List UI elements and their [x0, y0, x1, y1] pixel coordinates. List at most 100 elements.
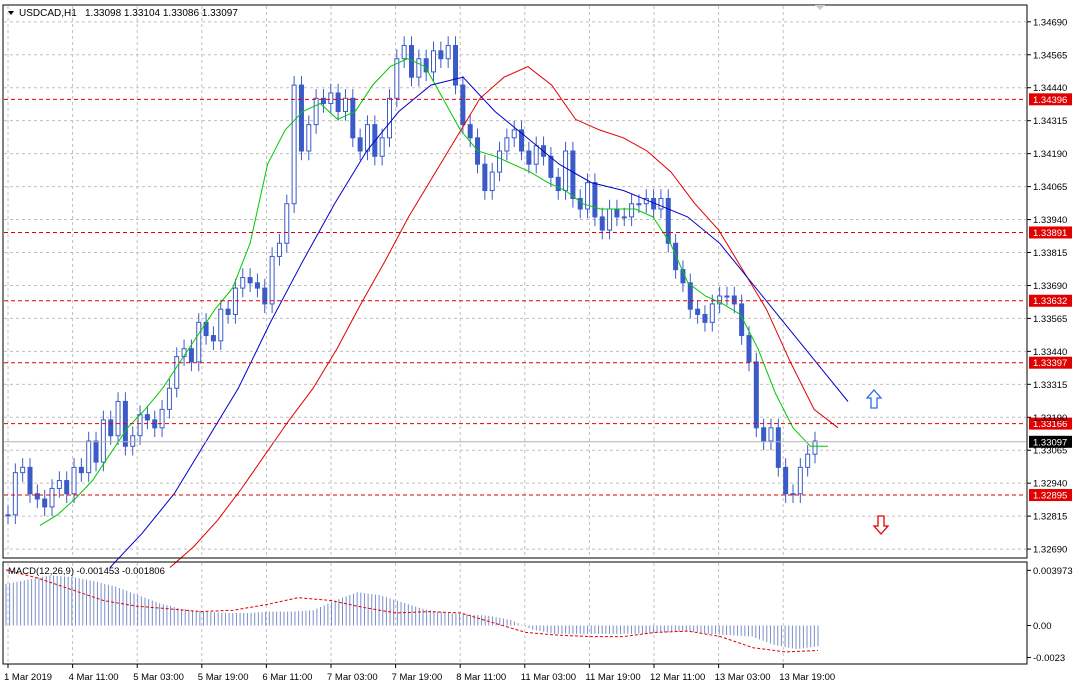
- candle-body: [673, 242, 679, 271]
- main-panel-frame: [2, 4, 1028, 559]
- candle-body: [497, 150, 503, 173]
- x-tick-label: 4 Mar 11:00: [69, 672, 119, 683]
- candle-body: [298, 84, 304, 152]
- down-arrow-icon[interactable]: [872, 515, 890, 535]
- candle-body: [71, 466, 77, 495]
- candle-body: [364, 124, 370, 152]
- candle-body: [687, 282, 693, 310]
- up-arrow-icon[interactable]: [865, 389, 883, 409]
- candle-body: [812, 440, 818, 455]
- candle-body: [621, 216, 627, 219]
- candle-body: [27, 466, 33, 495]
- x-tick-label: 5 Mar 19:00: [198, 672, 249, 683]
- level-tag-label: 1.33166: [1033, 419, 1067, 430]
- y-tick-label: 1.33940: [1033, 215, 1067, 226]
- current-price-label: 1.33097: [1033, 437, 1067, 448]
- level-tag: [1029, 356, 1072, 369]
- candle-body: [320, 97, 326, 105]
- candle-body: [232, 287, 238, 315]
- candle-body: [100, 419, 106, 463]
- candle-body: [504, 137, 510, 152]
- candle-body: [108, 419, 114, 437]
- candle-body: [269, 255, 275, 305]
- candle-body: [717, 295, 723, 305]
- candle-body: [761, 427, 767, 442]
- candle-body: [702, 313, 708, 323]
- x-tick-label: 1 Mar 2019: [4, 672, 52, 683]
- level-tag: [1029, 294, 1072, 307]
- y-tick-label: 1.33065: [1033, 446, 1067, 457]
- candle-body: [533, 145, 539, 165]
- y-tick-label: 1.33190: [1033, 413, 1067, 424]
- symbol-label: USDCAD,H1: [19, 8, 77, 19]
- candle-body: [783, 466, 789, 495]
- candle-body: [519, 129, 525, 152]
- candle-body: [394, 58, 400, 99]
- grid: [4, 6, 1026, 663]
- level-tag-label: 1.32895: [1033, 491, 1067, 502]
- ma_slow-line: [109, 76, 849, 568]
- candle-body: [790, 493, 796, 496]
- candle-body: [335, 92, 341, 112]
- level-tag: [1029, 417, 1072, 430]
- y-tick-label: 1.33565: [1033, 314, 1067, 325]
- candle-body: [489, 171, 495, 192]
- macd-y-tick-label: 0.003973: [1033, 566, 1073, 577]
- candle-body: [196, 321, 202, 363]
- triangle-down-icon[interactable]: [8, 11, 14, 15]
- x-tick-label: 6 Mar 11:00: [262, 672, 312, 683]
- candle-body: [210, 335, 216, 342]
- candle-body: [431, 50, 437, 73]
- candle-body: [188, 348, 194, 363]
- time-axis: 1 Mar 2019 4 Mar 11:00 5 Mar 03:00 5 Mar 19…: [4, 664, 835, 683]
- candle-body: [49, 487, 55, 508]
- candle-body: [93, 440, 99, 463]
- candle-body: [130, 435, 136, 447]
- candle-body: [416, 58, 422, 78]
- candle-body: [746, 335, 752, 363]
- candle-body: [658, 197, 664, 210]
- y-tick-label: 1.34190: [1033, 149, 1067, 160]
- candle-body: [570, 150, 576, 199]
- y-tick-label: 1.34690: [1033, 17, 1067, 28]
- candle-body: [306, 124, 312, 152]
- candle-body: [438, 50, 444, 60]
- candle-body: [247, 277, 253, 284]
- candle-body: [276, 242, 282, 257]
- candle-body: [218, 308, 224, 342]
- level-tag: [1029, 226, 1072, 239]
- x-tick-label: 5 Mar 03:00: [133, 672, 184, 683]
- level-tag: [1029, 93, 1072, 106]
- chart-shift-marker-icon[interactable]: [815, 5, 825, 10]
- price-axis: 1.34690 1.34565 1.34440 1.34315 1.34190 1.340…: [1027, 17, 1067, 556]
- candle-body: [240, 277, 246, 289]
- y-tick-label: 1.33815: [1033, 248, 1067, 259]
- macd-label: MACD(12,26,9) -0.001453 -0.001806: [8, 566, 165, 577]
- candle-body: [511, 129, 517, 139]
- candle-body: [78, 466, 84, 474]
- y-tick-label: 1.33315: [1033, 380, 1067, 391]
- level-tag-label: 1.34396: [1033, 95, 1067, 106]
- candle-body: [731, 295, 737, 305]
- candle-body: [614, 208, 620, 218]
- candle-body: [460, 84, 466, 126]
- horizontal-levels[interactable]: 1.34396 1.33891 1.33632 1.33397 1.33166 1.328…: [4, 93, 1072, 502]
- level-tag-label: 1.33632: [1033, 296, 1067, 307]
- candle-body: [768, 427, 774, 442]
- candle-body: [526, 150, 532, 165]
- candle-body: [379, 137, 385, 157]
- x-tick-label: 8 Mar 11:00: [456, 672, 506, 683]
- candle-body: [401, 45, 407, 60]
- candle-body: [42, 498, 48, 508]
- candle-body: [555, 176, 561, 192]
- candle-body: [423, 58, 429, 73]
- y-tick-label: 1.34440: [1033, 83, 1067, 94]
- candle-body: [453, 45, 459, 86]
- candle-body: [357, 137, 363, 152]
- candle-body: [12, 472, 18, 516]
- level-tag-label: 1.33891: [1033, 228, 1067, 239]
- candle-body: [636, 203, 642, 206]
